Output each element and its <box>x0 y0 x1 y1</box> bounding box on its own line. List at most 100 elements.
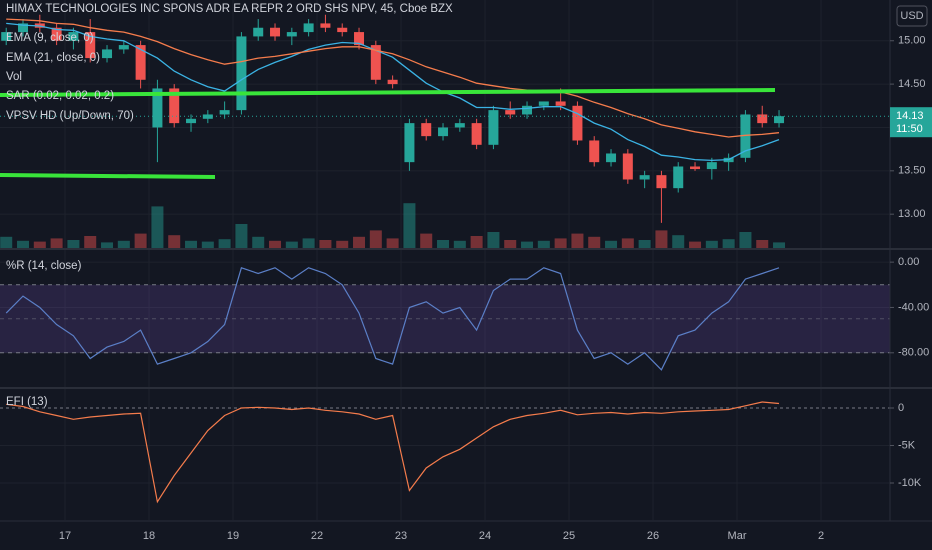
y-tick-label: -10K <box>898 477 922 489</box>
candle-body <box>270 27 281 37</box>
y-tick-label: -5K <box>898 439 916 451</box>
y-tick-label: -40.00 <box>898 301 929 313</box>
pane-title: EFI (13) <box>6 396 48 408</box>
volume-bar <box>117 240 130 248</box>
x-tick-label: 19 <box>227 530 239 542</box>
last-price-label: 14.13 <box>896 110 924 122</box>
volume-bar <box>50 238 63 248</box>
volume-bar <box>437 240 450 248</box>
volume-bar <box>67 240 80 248</box>
volume-bar <box>353 236 366 248</box>
band <box>0 284 890 353</box>
y-tick-label: 13.00 <box>898 208 926 220</box>
candle-body <box>85 32 96 59</box>
candle-body <box>538 101 549 106</box>
marks <box>0 14 890 504</box>
volume-bar <box>655 230 668 248</box>
candle-body <box>18 23 29 33</box>
candle-body <box>286 32 297 37</box>
volume-bar <box>252 236 265 248</box>
volume-bar <box>168 235 181 248</box>
y-tick-label: 13.50 <box>898 165 926 177</box>
candle-body <box>757 114 768 124</box>
volume-bar <box>605 240 618 248</box>
y-tick-label: 14.50 <box>898 78 926 90</box>
candle-body <box>219 110 230 115</box>
volume-bar <box>386 238 399 248</box>
candle-body <box>253 27 264 37</box>
candle-body <box>706 162 717 170</box>
candle-body <box>488 110 499 145</box>
y-tick-label: 0 <box>898 402 904 414</box>
countdown: 11:50 <box>896 123 923 135</box>
candle-body <box>622 153 633 180</box>
x-tick-label: 24 <box>479 530 491 542</box>
candle-body <box>438 127 449 137</box>
volume-bar <box>369 230 382 248</box>
candle-body <box>202 114 213 119</box>
indicator-line <box>5 267 780 371</box>
indicator-label: EMA (21, close, 0) <box>6 52 100 64</box>
candle-body <box>740 114 751 158</box>
volume-bar <box>571 233 584 248</box>
volume-bar <box>101 242 114 248</box>
volume-bar <box>470 236 483 248</box>
candle-body <box>606 153 617 163</box>
candle-body <box>102 49 113 59</box>
volume-bar <box>218 239 231 248</box>
currency-box[interactable] <box>896 5 928 27</box>
volume-bar <box>134 233 147 248</box>
volume-bar <box>537 240 550 248</box>
candle-body <box>404 123 415 163</box>
x-tick-label: 23 <box>395 530 407 542</box>
volume-bar <box>33 241 46 248</box>
candle-body <box>421 123 432 137</box>
volume-bar <box>773 242 786 248</box>
candle-body <box>135 45 146 80</box>
candle-body <box>454 123 465 128</box>
candle-body <box>320 23 331 28</box>
candle-body <box>505 110 516 115</box>
volume-bar <box>185 240 198 248</box>
ema9-line <box>6 22 780 162</box>
trend-line <box>0 173 216 179</box>
volume-bar <box>302 238 315 248</box>
volume-bar <box>588 236 601 248</box>
candle-body <box>673 166 684 189</box>
x-tick-label: 17 <box>59 530 71 542</box>
volume-bar <box>0 236 13 248</box>
candle-body <box>656 175 667 189</box>
candle-body <box>572 105 583 141</box>
volume-bar <box>554 238 567 248</box>
volume-bar <box>336 240 349 248</box>
volume-bar <box>756 240 769 248</box>
currency[interactable]: USD <box>900 10 923 22</box>
chart-title: HIMAX TECHNOLOGIES INC SPONS ADR EA REPR… <box>6 3 453 15</box>
x-tick-label: 26 <box>647 530 659 542</box>
volume-bar <box>739 232 752 248</box>
volume-bar <box>453 240 466 248</box>
volume-bar <box>722 239 735 248</box>
volume-bar <box>201 241 214 248</box>
candle-body <box>186 118 197 124</box>
x-tick-label: 18 <box>143 530 155 542</box>
y-tick-label: 0.00 <box>898 256 919 268</box>
y-tick-label: 15.00 <box>898 35 926 47</box>
volume-bar <box>705 240 718 248</box>
candle-body <box>639 175 650 180</box>
volume-bar <box>319 240 332 248</box>
candle-body <box>555 101 566 106</box>
candle-body <box>589 140 600 163</box>
candle-body <box>51 27 62 41</box>
candle-body <box>337 27 348 33</box>
volume-bar <box>84 236 97 248</box>
volume-bar <box>235 224 248 248</box>
indicator-label: VPSV HD (Up/Down, 70) <box>6 110 134 122</box>
volume-bar <box>17 240 30 248</box>
volume-bar <box>672 235 685 248</box>
volume-bar <box>621 238 634 248</box>
volume-bar <box>689 241 702 248</box>
volume-bar <box>269 240 282 248</box>
